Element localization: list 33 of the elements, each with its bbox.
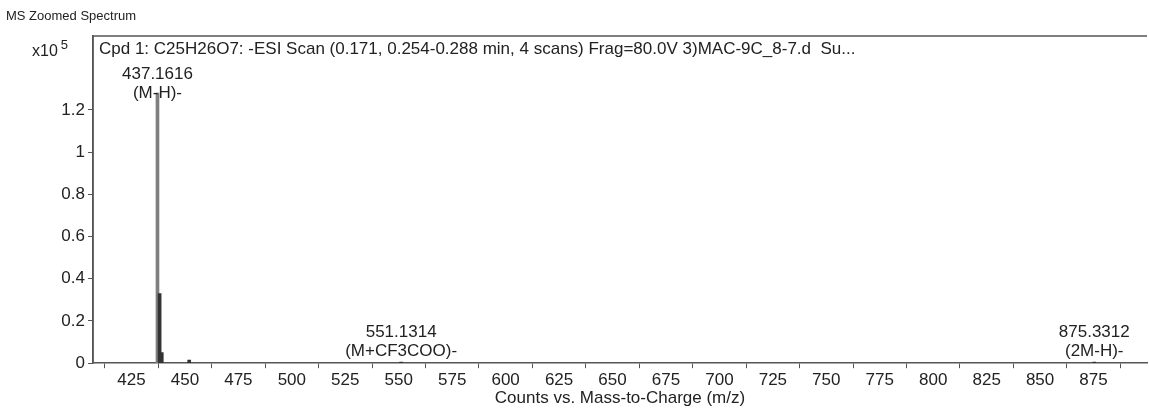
x-tick-label: 825 [972, 370, 1001, 390]
y-tick-label: 0.8 [61, 184, 85, 204]
x-tick-label: 550 [384, 370, 413, 390]
x-tick-label: 675 [651, 370, 681, 390]
x-tick-label: 750 [812, 370, 841, 390]
x-tick-label: 850 [1025, 370, 1055, 390]
annotation: 437.1616 (M-H)- [122, 64, 193, 102]
x-tick-label: 625 [544, 370, 574, 390]
x-tick-label: 775 [865, 370, 894, 390]
chart-subtitle: Cpd 1: C25H26O7: -ESI Scan (0.171, 0.254-0.288 min, 4 scans) Frag=80.0V 3)MAC-9C_8-7.d Su... [99, 39, 856, 58]
x-tick-label: 500 [277, 370, 307, 390]
x-tick-label: 875 [1079, 370, 1108, 390]
y-tick-label: 0.6 [61, 226, 85, 246]
y-tick-label: 1.2 [61, 99, 85, 119]
x-tick-label: 725 [758, 370, 788, 390]
x-tick-label: 575 [437, 370, 467, 390]
annotation: 551.1314 (M+CF3COO)- [345, 322, 458, 361]
y-tick-label: 0.2 [61, 310, 85, 330]
x-tick-label: 600 [491, 370, 520, 390]
x-tick-label: 650 [598, 370, 627, 390]
y-tick-label: 1 [75, 141, 85, 161]
y-tick-label: 0 [75, 352, 85, 372]
x-tick-label: 450 [170, 370, 200, 390]
annotation: 875.3312 (2M-H)- [1058, 322, 1130, 361]
x-tick-label: 700 [705, 370, 734, 390]
x-tick-label: 425 [117, 370, 146, 390]
chart-title: MS Zoomed Spectrum [6, 8, 137, 23]
x-tick-label: 475 [224, 370, 253, 390]
x-tick-label: 525 [331, 370, 360, 390]
x-tick-label: 800 [919, 370, 948, 390]
bar [187, 359, 192, 364]
y-tick-label: 0.4 [61, 268, 85, 288]
x-axis-title: Counts vs. Mass-to-Charge (m/z) [494, 388, 746, 408]
